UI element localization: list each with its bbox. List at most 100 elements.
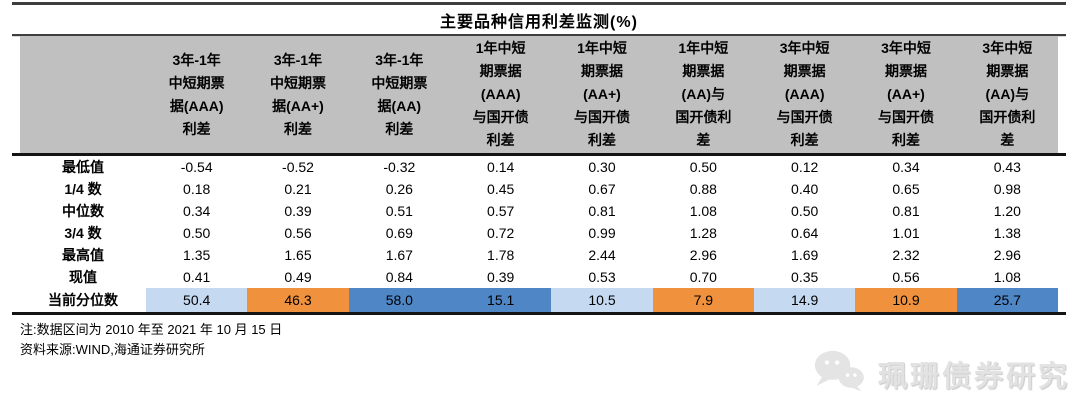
value-cell: 0.21 <box>284 181 312 197</box>
table-body: 最低值 -0.54 -0.52 -0.32 0.14 0.30 0.50 0.12 0.34 0.… <box>20 156 1058 312</box>
column-header-7: 3年中短 期票据 (AAA) 与国开债 利差 <box>776 40 833 148</box>
watermark: 珮珊债券研究 <box>812 348 1070 400</box>
value-cell: 0.53 <box>588 269 616 285</box>
value-cell: 0.50 <box>183 225 211 241</box>
value-cell: 0.39 <box>487 269 515 285</box>
value-cell: 0.84 <box>385 269 413 285</box>
value-cell: 0.65 <box>892 181 920 197</box>
value-cell: 0.50 <box>689 159 717 175</box>
value-cell: 1.01 <box>892 225 920 241</box>
value-cell: 0.64 <box>791 225 819 241</box>
note-data-range: 注:数据区间为 2010 年至 2021 年 10 月 15 日 <box>20 322 283 337</box>
value-cell: 50.4 <box>146 288 248 312</box>
value-cell: 0.30 <box>588 159 616 175</box>
value-cell: 0.18 <box>183 181 211 197</box>
value-cell: 0.72 <box>487 225 515 241</box>
column-header-4: 1年中短 期票据 (AAA) 与国开债 利差 <box>472 40 529 148</box>
value-cell: 10.9 <box>855 288 957 312</box>
value-cell: 25.7 <box>956 288 1058 312</box>
watermark-text: 珮珊债券研究 <box>877 361 1070 393</box>
value-cell: 0.81 <box>892 203 920 219</box>
column-header-2: 3年-1年 中短期票 据(AA+) 利差 <box>269 51 326 137</box>
value-cell: 0.50 <box>791 203 819 219</box>
value-cell: 0.12 <box>791 159 819 175</box>
value-cell: 0.70 <box>689 269 717 285</box>
figure-sheet: 主要品种信用利差监测(%) 3年-1年 中短期票 据(AAA) 利差 3年-1年 … <box>12 0 1066 360</box>
value-cell: 15.1 <box>450 288 552 312</box>
value-cell: 10.5 <box>551 288 653 312</box>
value-cell: 14.9 <box>754 288 856 312</box>
value-cell: 1.69 <box>791 247 819 263</box>
value-cell: 0.43 <box>993 159 1021 175</box>
table-row: 1/4 数 0.18 0.21 0.26 0.45 0.67 0.88 0.40 0.65 0.9… <box>20 178 1058 200</box>
header-corner-cell <box>20 36 146 153</box>
value-cell: 1.38 <box>993 225 1021 241</box>
footnotes: 注:数据区间为 2010 年至 2021 年 10 月 15 日 资料来源:WI… <box>20 320 1066 360</box>
value-cell: 0.88 <box>689 181 717 197</box>
value-cell: 0.57 <box>487 203 515 219</box>
value-cell: 2.32 <box>892 247 920 263</box>
row-label: 最低值 <box>62 159 104 175</box>
wechat-chat-bubbles-icon <box>812 348 868 400</box>
value-cell: 0.56 <box>892 269 920 285</box>
value-cell: -0.54 <box>180 159 213 175</box>
value-cell: 46.3 <box>247 288 349 312</box>
value-cell: 2.44 <box>588 247 616 263</box>
table-row: 当前分位数 50.4 46.3 58.0 15.1 10.5 7.9 14.9 10.9 25.7 <box>20 288 1058 312</box>
value-cell: 0.40 <box>791 181 819 197</box>
column-header-5: 1年中短 期票据 (AA+) 与国开债 利差 <box>573 40 630 148</box>
value-cell: 1.35 <box>183 247 211 263</box>
value-cell: 0.26 <box>385 181 413 197</box>
column-header-6: 1年中短 期票据 (AA)与 国开债利 差 <box>675 40 732 148</box>
table-row: 现值 0.41 0.49 0.84 0.39 0.53 0.70 0.35 0.56 1.08 <box>20 266 1058 288</box>
value-cell: 0.34 <box>892 159 920 175</box>
value-cell: 7.9 <box>652 288 754 312</box>
row-label: 3/4 数 <box>64 225 102 241</box>
column-header-8: 3年中短 期票据 (AA+) 与国开债 利差 <box>877 40 934 148</box>
value-cell: 1.67 <box>385 247 413 263</box>
value-cell: 0.14 <box>487 159 515 175</box>
value-cell: 0.67 <box>588 181 616 197</box>
value-cell: 0.45 <box>487 181 515 197</box>
value-cell: 2.96 <box>689 247 717 263</box>
row-label: 1/4 数 <box>64 181 102 197</box>
column-header-9: 3年中短 期票据 (AA)与 国开债利 差 <box>979 40 1036 148</box>
value-cell: -0.32 <box>383 159 416 175</box>
row-label: 最高值 <box>62 247 104 263</box>
value-cell: 0.98 <box>993 181 1021 197</box>
value-cell: 0.69 <box>385 225 413 241</box>
table-row: 最低值 -0.54 -0.52 -0.32 0.14 0.30 0.50 0.12 0.34 0.… <box>20 156 1058 178</box>
value-cell: 1.28 <box>689 225 717 241</box>
value-cell: 1.08 <box>689 203 717 219</box>
note-source: 资料来源:WIND,海通证券研究所 <box>20 342 205 357</box>
value-cell: 2.96 <box>993 247 1021 263</box>
value-cell: 1.08 <box>993 269 1021 285</box>
value-cell: 0.56 <box>284 225 312 241</box>
row-label: 当前分位数 <box>48 292 118 308</box>
value-cell: 0.99 <box>588 225 616 241</box>
row-label: 现值 <box>69 269 97 285</box>
column-header-3: 3年-1年 中短期票 据(AA) 利差 <box>371 51 428 137</box>
value-cell: 0.35 <box>791 269 819 285</box>
value-cell: 0.81 <box>588 203 616 219</box>
value-cell: 0.49 <box>284 269 312 285</box>
value-cell: 1.20 <box>993 203 1021 219</box>
table-bottom-rule <box>12 312 1066 315</box>
table-row: 3/4 数 0.50 0.56 0.69 0.72 0.99 1.28 0.64 1.01 1.3… <box>20 222 1058 244</box>
value-cell: 0.41 <box>183 269 211 285</box>
value-cell: 0.39 <box>284 203 312 219</box>
row-label: 中位数 <box>62 203 104 219</box>
value-cell: -0.52 <box>282 159 314 175</box>
table-header-row: 3年-1年 中短期票 据(AAA) 利差 3年-1年 中短期票 据(AA+) 利差… <box>20 36 1058 153</box>
figure-title: 主要品种信用利差监测(%) <box>440 13 638 31</box>
value-cell: 1.65 <box>284 247 312 263</box>
table-row: 中位数 0.34 0.39 0.51 0.57 0.81 1.08 0.50 0.81 1.20 <box>20 200 1058 222</box>
table-row: 最高值 1.35 1.65 1.67 1.78 2.44 2.96 1.69 2.32 2.96 <box>20 244 1058 266</box>
title-underline-rule <box>12 34 1066 36</box>
column-header-1: 3年-1年 中短期票 据(AAA) 利差 <box>168 51 225 137</box>
top-rule <box>12 2 1066 5</box>
value-cell: 0.34 <box>183 203 211 219</box>
value-cell: 58.0 <box>348 288 450 312</box>
header-bottom-rule <box>12 153 1066 156</box>
